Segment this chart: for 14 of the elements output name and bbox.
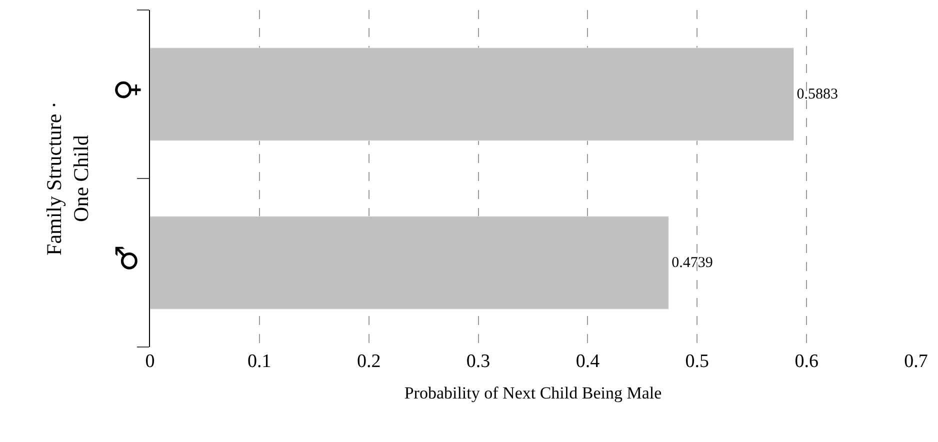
x-tick-label: 0.5: [685, 351, 710, 372]
x-tick-label: 0.7: [904, 351, 928, 372]
x-tick-label: 0.1: [248, 351, 272, 372]
data-label: 0.5883: [796, 86, 838, 102]
x-tick-label: 0.3: [466, 351, 490, 372]
y-tick-label: ♀: [110, 78, 145, 101]
x-axis-title: Probability of Next Child Being Male: [404, 383, 662, 402]
y-axis-title: Family Structure · One Child: [42, 102, 94, 256]
data-label: 0.4739: [672, 254, 713, 271]
y-tick-label: ♂: [110, 244, 145, 272]
x-tick-label: 0.6: [794, 351, 818, 372]
x-tick-label: 0.2: [356, 351, 381, 372]
x-tick-label: 0: [145, 351, 155, 372]
x-tick-label: 0.4: [576, 351, 600, 372]
